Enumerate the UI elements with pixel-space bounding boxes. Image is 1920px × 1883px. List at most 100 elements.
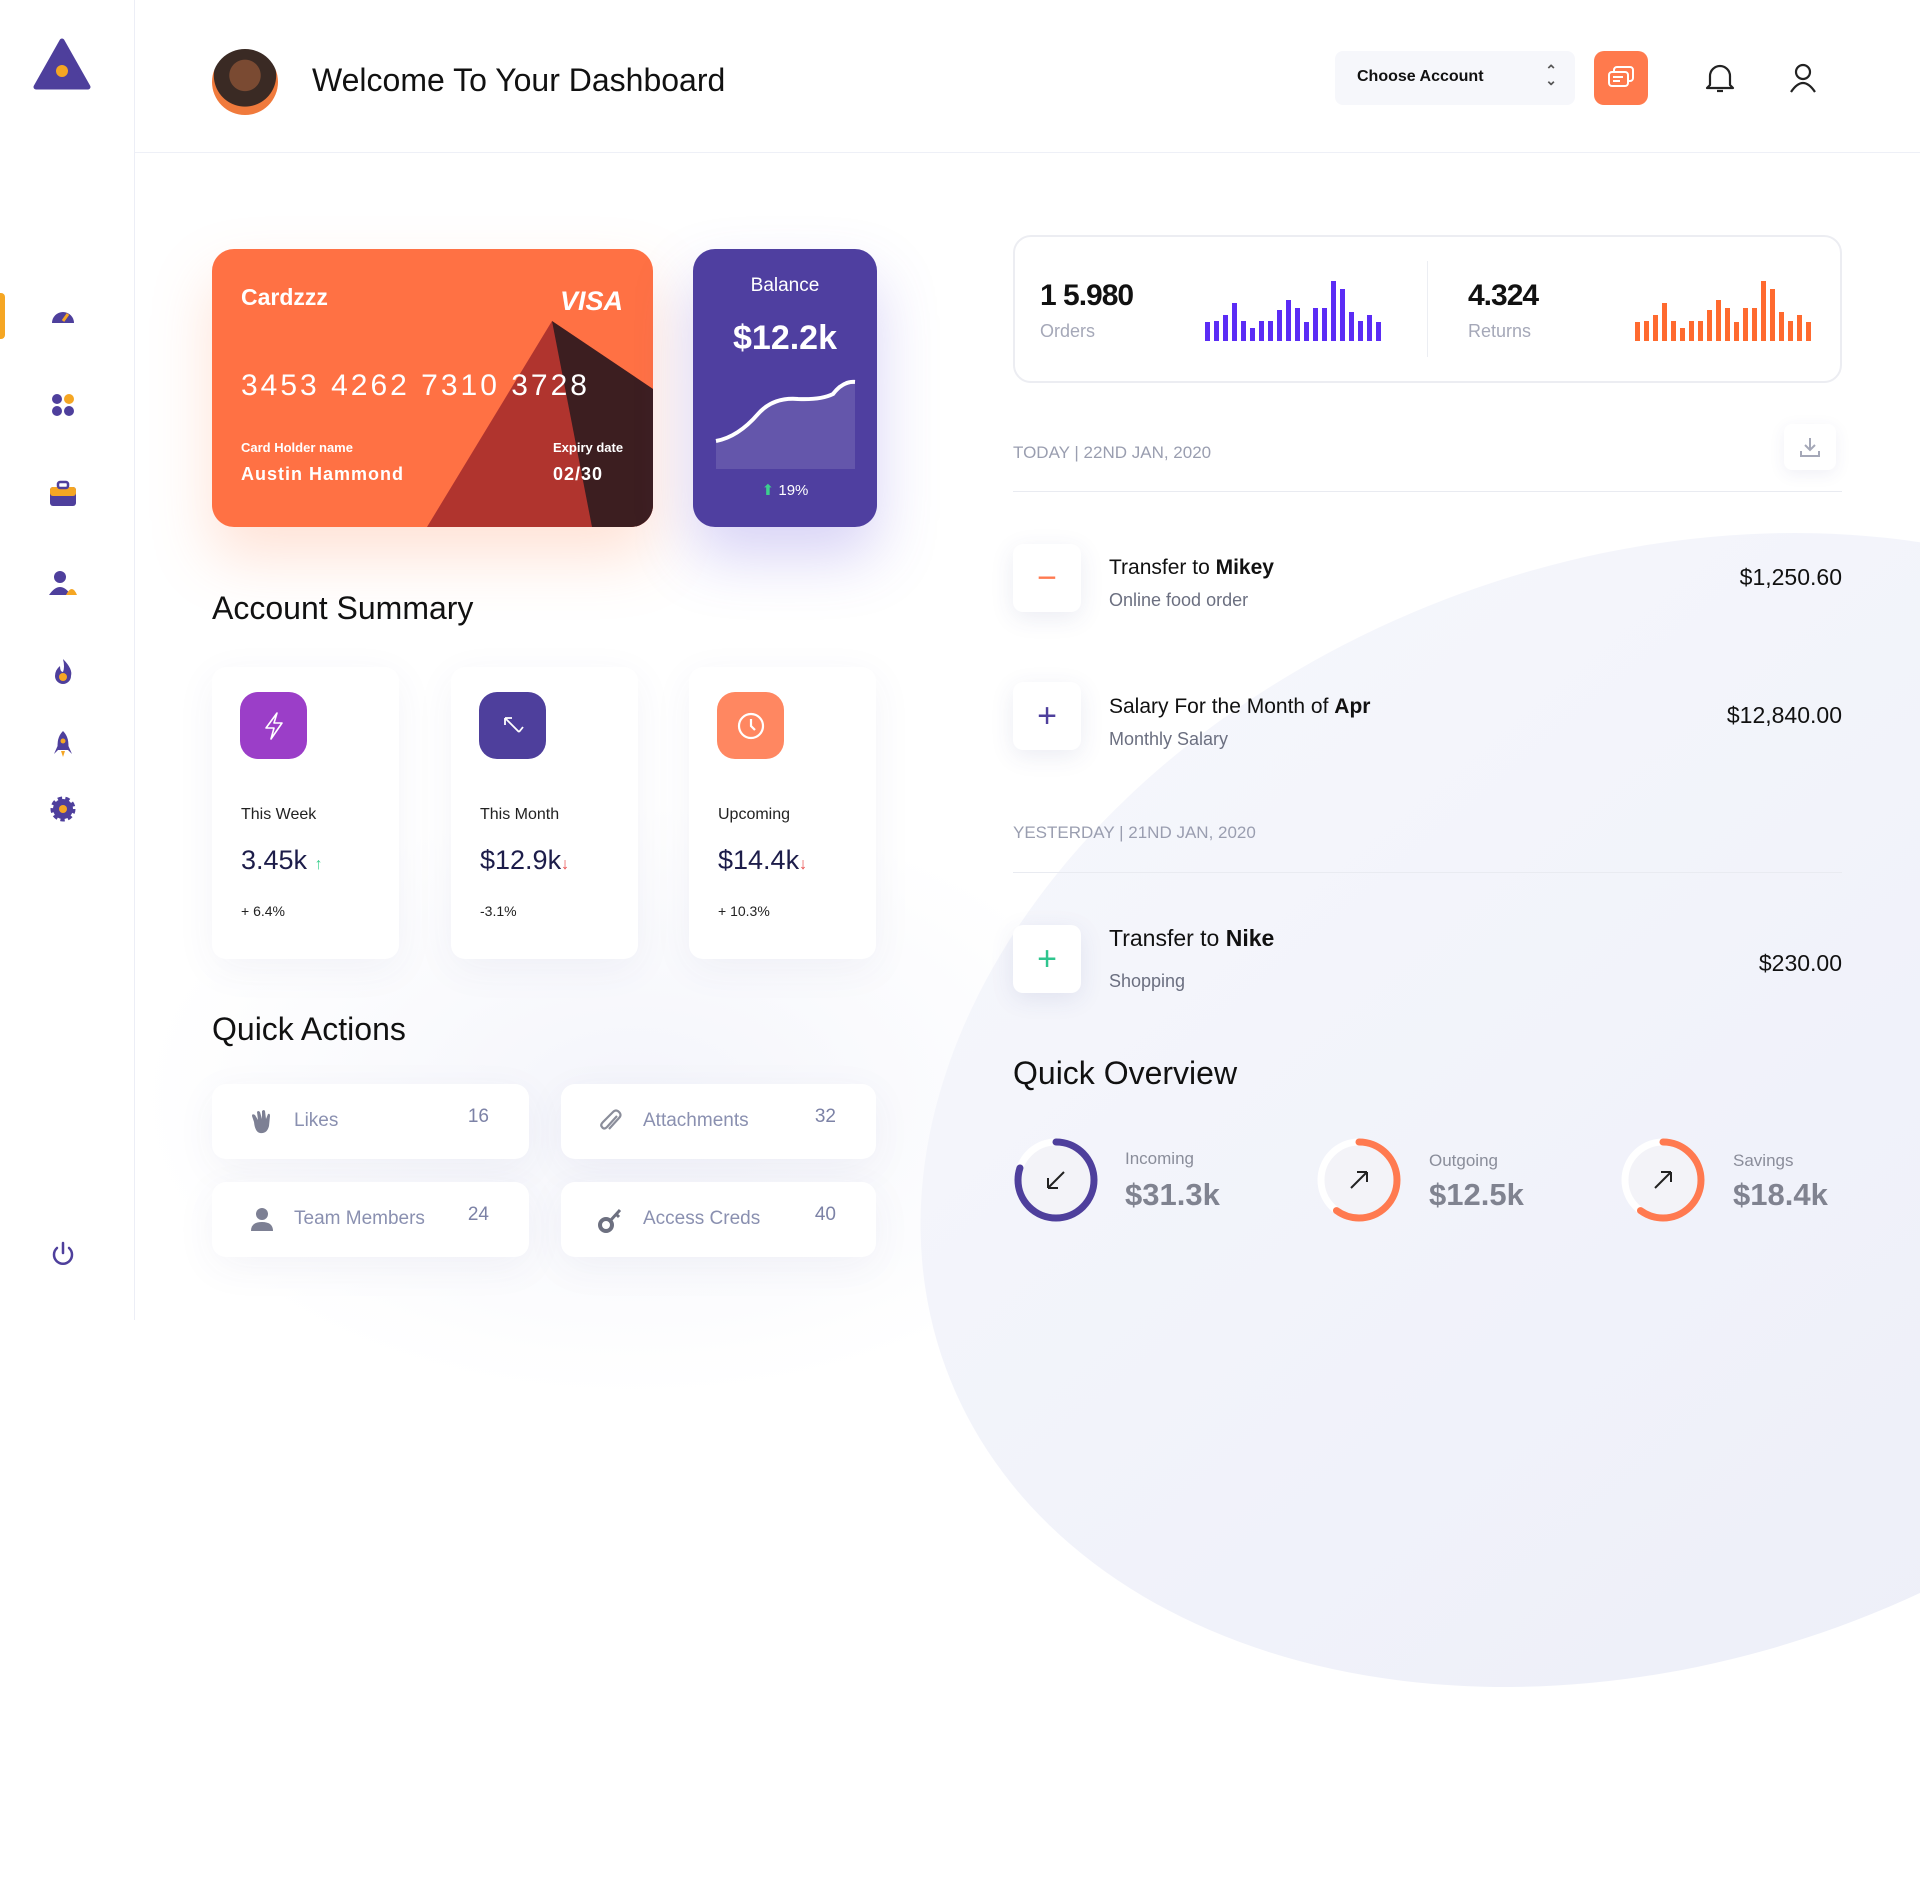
action-count: 24 — [467, 1204, 489, 1225]
bell-icon[interactable] — [1705, 62, 1735, 94]
bar — [1797, 314, 1802, 341]
card-number: 3453 4262 7310 3728 — [241, 369, 590, 402]
action-label: Attachments — [643, 1110, 749, 1131]
messages-button[interactable] — [1594, 51, 1648, 105]
summary-value: 3.45k — [241, 845, 308, 875]
quick-action-team-members[interactable]: Team Members 24 — [212, 1182, 529, 1257]
transaction-amount: $230.00 — [1758, 950, 1842, 976]
bar — [1752, 308, 1757, 341]
users-icon[interactable] — [48, 568, 78, 598]
orders-bar-chart — [1205, 277, 1381, 341]
briefcase-icon[interactable] — [48, 479, 78, 509]
overview-ring-savings[interactable] — [1619, 1136, 1707, 1224]
summary-value: $12.9k — [480, 845, 562, 875]
arrow-icon — [1350, 1171, 1368, 1189]
avatar[interactable] — [212, 49, 278, 115]
panel-divider — [1427, 261, 1428, 357]
orders-label: Orders — [1040, 321, 1096, 341]
card-pattern — [427, 321, 653, 527]
balance-change: 19% — [778, 482, 809, 499]
transaction-amount: $1,250.60 — [1739, 564, 1842, 590]
bar — [1788, 320, 1793, 341]
action-label: Access Creds — [643, 1208, 761, 1229]
balance-card[interactable]: Balance $12.2k ⬆ 19% — [693, 249, 877, 527]
bar — [1331, 281, 1336, 341]
bar — [1259, 320, 1264, 341]
bar — [1322, 308, 1327, 341]
quick-action-access-creds[interactable]: Access Creds 40 — [561, 1182, 876, 1257]
apps-icon[interactable] — [48, 390, 78, 420]
dashboard-icon[interactable] — [48, 302, 78, 332]
chat-icon — [1608, 66, 1634, 87]
returns-label: Returns — [1468, 321, 1532, 341]
today-date-label: TODAY | 22ND JAN, 2020 — [1013, 443, 1212, 462]
bar — [1268, 320, 1273, 341]
summary-card-this-week[interactable]: This Week 3.45k ↑ + 6.4% — [212, 667, 399, 959]
expiry-date: 02/30 — [553, 464, 604, 484]
overview-ring-outgoing[interactable] — [1315, 1136, 1403, 1224]
transaction-title: Transfer to Nike — [1109, 925, 1275, 951]
fire-icon[interactable] — [48, 656, 78, 686]
user-profile-icon[interactable] — [1788, 62, 1818, 94]
returns-value: 4.324 — [1468, 279, 1539, 312]
bar — [1295, 308, 1300, 341]
bar — [1698, 320, 1703, 341]
transaction-subtitle: Monthly Salary — [1109, 729, 1229, 749]
overview-label: Outgoing — [1429, 1151, 1498, 1170]
summary-card-upcoming[interactable]: Upcoming $14.4k↓ + 10.3% — [689, 667, 876, 959]
quick-action-attachments[interactable]: Attachments 32 — [561, 1084, 876, 1159]
bar — [1635, 322, 1640, 341]
action-count: 40 — [814, 1204, 836, 1225]
download-button[interactable] — [1784, 424, 1836, 470]
bar — [1761, 281, 1766, 341]
bar — [1734, 322, 1739, 341]
quick-action-likes[interactable]: Likes 16 — [212, 1084, 529, 1159]
bar — [1716, 299, 1721, 341]
logo-icon[interactable] — [33, 38, 91, 90]
transaction-subtitle: Online food order — [1109, 590, 1249, 610]
bar — [1376, 322, 1381, 341]
bar — [1232, 303, 1237, 341]
overview-value: $18.4k — [1733, 1177, 1828, 1212]
quick-overview-title: Quick Overview — [1013, 1055, 1238, 1091]
credit-card[interactable]: Cardzzz VISA 3453 4262 7310 3728 Card Ho… — [212, 249, 653, 527]
bar — [1277, 309, 1282, 341]
bar — [1689, 320, 1694, 341]
wave-hand-icon — [252, 1110, 270, 1134]
arrow-diagonal-icon — [479, 692, 546, 759]
action-count: 32 — [814, 1106, 836, 1127]
action-label: Team Members — [294, 1208, 425, 1229]
account-select-label: Choose Account — [1357, 68, 1484, 85]
plus-icon: + — [1013, 682, 1081, 750]
rocket-icon[interactable] — [48, 729, 78, 759]
settings-icon[interactable] — [48, 794, 78, 824]
action-count: 16 — [467, 1106, 489, 1127]
paperclip-icon — [600, 1109, 622, 1130]
summary-label: This Week — [241, 806, 317, 823]
action-label: Likes — [294, 1110, 339, 1131]
overview-ring-incoming[interactable] — [1012, 1136, 1100, 1224]
card-holder-name: Austin Hammond — [241, 464, 405, 484]
sidebar — [0, 0, 135, 1320]
returns-bar-chart — [1635, 277, 1811, 341]
summary-value: $14.4k — [718, 845, 800, 875]
summary-change: -3.1% — [480, 903, 517, 919]
account-select[interactable]: Choose Account ⌃ ⌄ — [1335, 51, 1575, 105]
power-icon[interactable] — [48, 1239, 78, 1269]
user-icon — [251, 1208, 273, 1231]
bar — [1806, 322, 1811, 341]
bar — [1725, 308, 1730, 341]
summary-change: + 6.4% — [241, 903, 285, 919]
bar — [1680, 328, 1685, 341]
summary-card-this-month[interactable]: This Month $12.9k↓ -3.1% — [451, 667, 638, 959]
arrow-icon — [1047, 1171, 1065, 1189]
bar — [1205, 322, 1210, 341]
minus-icon: − — [1013, 544, 1081, 612]
bar — [1770, 289, 1775, 341]
card-holder-label: Card Holder name — [241, 440, 353, 455]
divider — [1013, 872, 1842, 873]
summary-change: + 10.3% — [718, 903, 770, 919]
quick-actions-title: Quick Actions — [212, 1011, 406, 1047]
account-summary-title: Account Summary — [212, 590, 474, 626]
download-icon — [1800, 438, 1820, 457]
